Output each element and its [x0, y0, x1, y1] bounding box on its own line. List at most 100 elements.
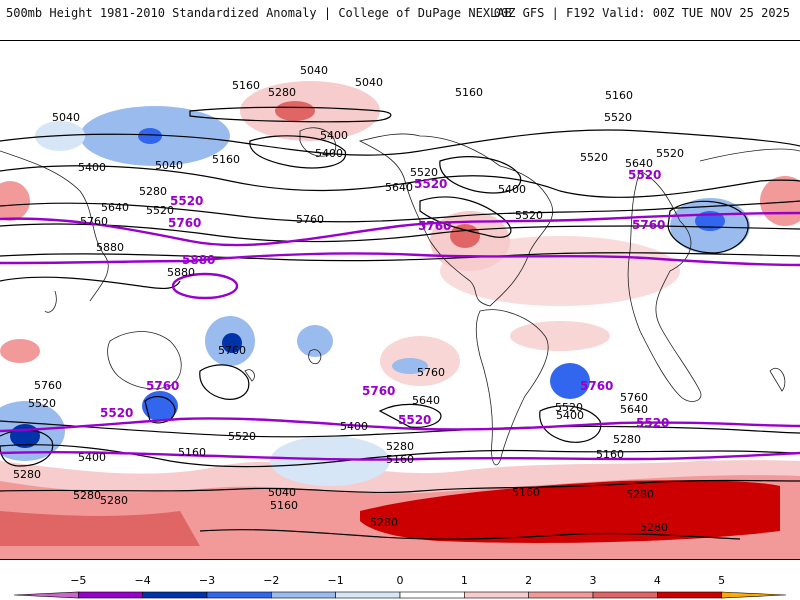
svg-text:5160: 5160 — [386, 453, 414, 466]
anomaly-colorbar: −5 −4 −3 −2 −1 0 1 2 3 4 5 — [13, 574, 787, 599]
europe-africa-coast — [627, 170, 702, 402]
svg-text:5520: 5520 — [604, 111, 632, 124]
svg-text:5760: 5760 — [580, 379, 613, 393]
north-america-coast — [358, 133, 554, 307]
svg-text:5760: 5760 — [218, 344, 246, 357]
svg-text:5760: 5760 — [168, 216, 201, 230]
colorbar-segment — [142, 591, 208, 599]
colorbar-tick-label: −1 — [328, 574, 344, 587]
height-contours — [0, 106, 800, 540]
svg-text:5040: 5040 — [268, 486, 296, 499]
contour-5760-south — [0, 417, 800, 433]
svg-text:5760: 5760 — [418, 219, 451, 233]
svg-text:5640: 5640 — [412, 394, 440, 407]
colorbar-tick-label: 3 — [590, 574, 597, 587]
svg-text:5400: 5400 — [320, 129, 348, 142]
world-map: 5040 5040 5160 5280 5160 5160 5040 5400 … — [0, 40, 800, 560]
svg-text:5400: 5400 — [556, 409, 584, 422]
svg-text:5520: 5520 — [555, 401, 583, 414]
svg-text:5760: 5760 — [417, 366, 445, 379]
svg-text:5400: 5400 — [78, 451, 106, 464]
colorbar-segment — [464, 591, 529, 599]
svg-text:5280: 5280 — [613, 433, 641, 446]
svg-text:5760: 5760 — [34, 379, 62, 392]
svg-text:5760: 5760 — [80, 215, 108, 228]
svg-text:5520: 5520 — [146, 204, 174, 217]
svg-text:5160: 5160 — [212, 153, 240, 166]
colorbar-tick-label: 5 — [718, 574, 725, 587]
highlight-labels: 5520 5520 5520 5760 5760 5760 5760 5760 … — [100, 168, 669, 430]
svg-text:5160: 5160 — [178, 446, 206, 459]
svg-text:5520: 5520 — [398, 413, 431, 427]
svg-text:5520: 5520 — [580, 151, 608, 164]
colorbar-tick-label: 0 — [397, 574, 404, 587]
svg-text:5880: 5880 — [182, 253, 215, 267]
svg-text:5880: 5880 — [96, 241, 124, 254]
svg-text:5280: 5280 — [100, 494, 128, 507]
colorbar-segments — [13, 591, 787, 599]
colorbar-tick-label: −3 — [199, 574, 215, 587]
svg-text:5160: 5160 — [455, 86, 483, 99]
svg-text:5640: 5640 — [625, 157, 653, 170]
colorbar-tick-label: −2 — [263, 574, 279, 587]
contour-labels: 5040 5040 5160 5280 5160 5160 5040 5400 … — [13, 64, 684, 534]
colorbar-tick-label: 1 — [461, 574, 468, 587]
colorbar-segment — [592, 591, 658, 599]
svg-text:5280: 5280 — [626, 488, 654, 501]
svg-text:5520: 5520 — [410, 166, 438, 179]
model-run-label: 00Z GFS | F192 Valid: 00Z TUE NOV 25 202… — [493, 6, 790, 20]
svg-text:5280: 5280 — [386, 440, 414, 453]
colorbar-segment — [528, 591, 594, 599]
contour-5520-south — [0, 450, 800, 461]
svg-text:5760: 5760 — [146, 379, 179, 393]
colorbar-tick-label: −5 — [70, 574, 86, 587]
svg-text:5640: 5640 — [620, 403, 648, 416]
svg-text:5280: 5280 — [640, 521, 668, 534]
svg-text:5400: 5400 — [315, 147, 343, 160]
svg-text:5880: 5880 — [167, 266, 195, 279]
svg-text:5040: 5040 — [300, 64, 328, 77]
svg-text:5400: 5400 — [498, 183, 526, 196]
svg-text:5160: 5160 — [596, 448, 624, 461]
colorbar-max-arrow — [721, 591, 787, 599]
coastlines — [0, 127, 800, 466]
svg-text:5520: 5520 — [636, 416, 669, 430]
colorbar-ticks: −5 −4 −3 −2 −1 0 1 2 3 4 5 — [70, 574, 725, 587]
svg-text:5280: 5280 — [370, 516, 398, 529]
svg-text:5520: 5520 — [100, 406, 133, 420]
contour-5520-north — [0, 211, 800, 247]
svg-text:5760: 5760 — [632, 218, 665, 232]
svg-text:5520: 5520 — [628, 168, 661, 182]
svg-text:5520: 5520 — [170, 194, 203, 208]
svg-text:5160: 5160 — [232, 79, 260, 92]
svg-text:5760: 5760 — [620, 391, 648, 404]
contour-5760-north — [0, 252, 800, 267]
svg-text:5040: 5040 — [52, 111, 80, 124]
svg-text:5160: 5160 — [270, 499, 298, 512]
map-title: 500mb Height 1981-2010 Standardized Anom… — [6, 6, 512, 20]
svg-text:5640: 5640 — [385, 181, 413, 194]
colorbar-tick-label: −4 — [135, 574, 151, 587]
svg-text:5520: 5520 — [28, 397, 56, 410]
svg-text:5520: 5520 — [228, 430, 256, 443]
svg-text:5640: 5640 — [101, 201, 129, 214]
svg-text:5040: 5040 — [355, 76, 383, 89]
svg-text:5520: 5520 — [515, 209, 543, 222]
colorbar-min-arrow — [13, 591, 79, 599]
highlight-contours — [0, 211, 800, 461]
contour-5880 — [171, 272, 239, 300]
svg-text:5040: 5040 — [155, 159, 183, 172]
colorbar-segment — [271, 591, 336, 599]
colorbar-segment — [206, 591, 272, 599]
svg-text:5400: 5400 — [340, 420, 368, 433]
svg-text:5280: 5280 — [268, 86, 296, 99]
svg-text:5760: 5760 — [296, 213, 324, 226]
australia-coast — [107, 331, 182, 390]
south-america-coast — [475, 309, 549, 466]
svg-text:5400: 5400 — [78, 161, 106, 174]
svg-text:5760: 5760 — [362, 384, 395, 398]
svg-text:5520: 5520 — [414, 177, 447, 191]
svg-text:5160: 5160 — [512, 486, 540, 499]
colorbar-segment — [335, 591, 401, 599]
svg-text:5160: 5160 — [605, 89, 633, 102]
